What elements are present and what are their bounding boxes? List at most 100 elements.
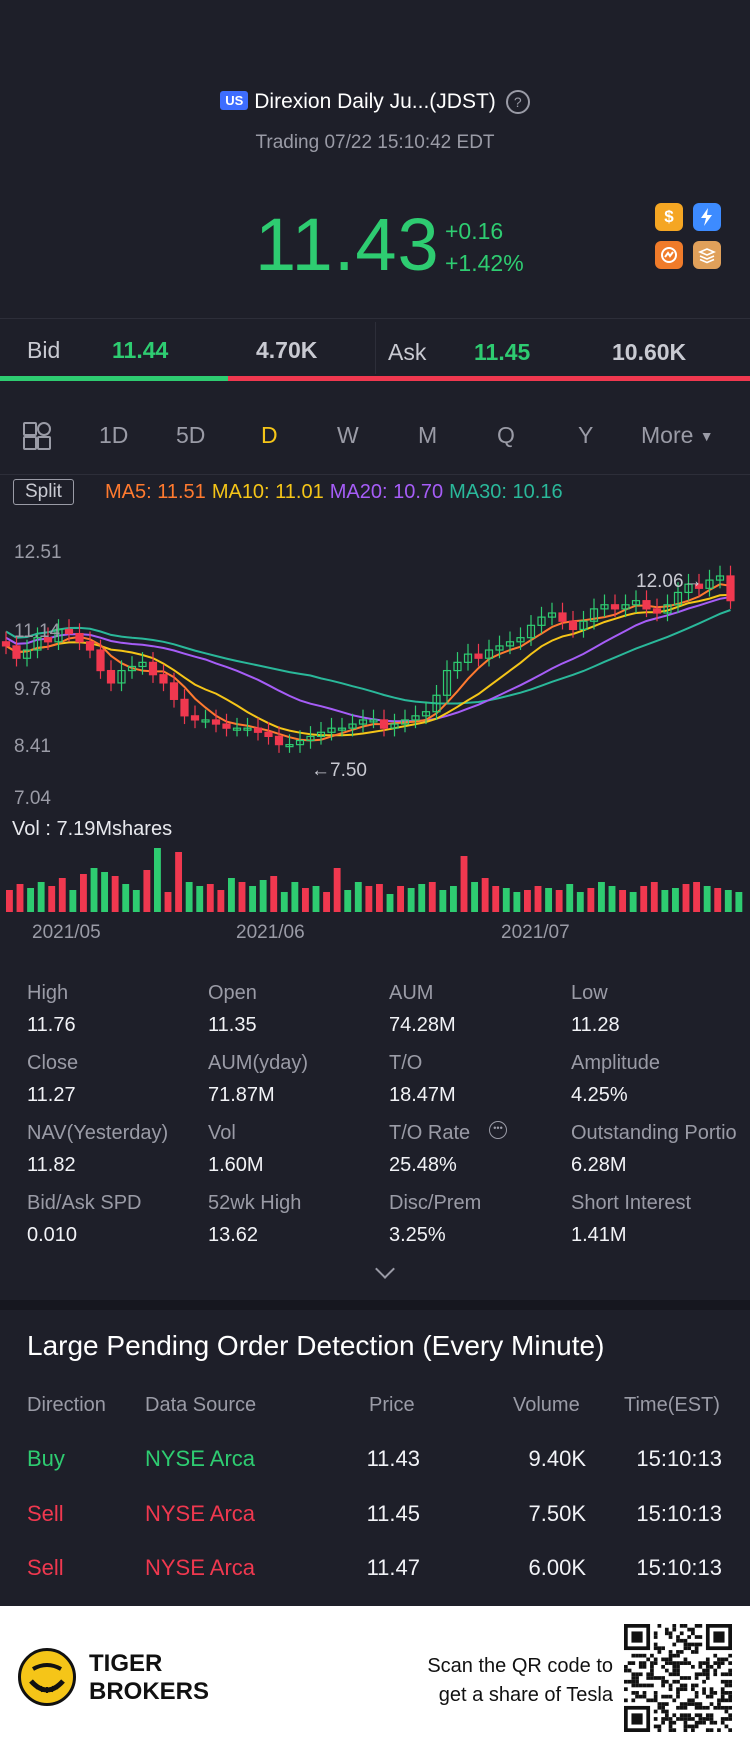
candlestick-chart[interactable] bbox=[0, 525, 750, 815]
qr-module bbox=[661, 1683, 665, 1688]
qr-module bbox=[694, 1646, 699, 1651]
order-price: 11.47 bbox=[366, 1555, 420, 1580]
qr-module bbox=[720, 1705, 725, 1710]
low-marker: ←7.50 bbox=[311, 760, 367, 781]
qr-module bbox=[657, 1624, 662, 1628]
volume-bar bbox=[185, 882, 193, 912]
qr-module bbox=[713, 1631, 725, 1643]
qr-module bbox=[717, 1705, 721, 1710]
volume-bar bbox=[48, 886, 56, 912]
stat-label: AUM bbox=[389, 982, 434, 1004]
qr-module bbox=[709, 1728, 714, 1732]
qr-module bbox=[661, 1679, 665, 1684]
volume-bar bbox=[608, 886, 616, 912]
qr-module bbox=[691, 1717, 695, 1721]
trading-status: Trading 07/22 15:10:42 EDT bbox=[255, 132, 495, 153]
qr-module bbox=[668, 1657, 673, 1662]
qr-module bbox=[694, 1705, 699, 1710]
ma20-value: MA20: 10.70 bbox=[329, 481, 444, 503]
stock-title[interactable]: Direxion Daily Ju...(JDST) bbox=[254, 90, 496, 113]
qr-module bbox=[664, 1679, 669, 1684]
volume-bar bbox=[502, 888, 510, 912]
help-icon[interactable]: ? bbox=[505, 90, 530, 114]
stat-value: 1.41M bbox=[571, 1224, 627, 1246]
qr-module bbox=[672, 1642, 677, 1647]
qr-module bbox=[694, 1702, 699, 1706]
candle-body bbox=[127, 665, 137, 672]
candle-body bbox=[505, 641, 515, 647]
candle-body bbox=[358, 719, 368, 725]
qr-module bbox=[676, 1664, 680, 1669]
ask-ratio-bar bbox=[228, 376, 750, 381]
divider bbox=[375, 322, 376, 374]
candle-body bbox=[600, 604, 609, 610]
volume-bar bbox=[524, 890, 531, 912]
lightning-icon[interactable] bbox=[693, 203, 721, 231]
ask-size: 10.60K bbox=[612, 339, 687, 365]
volume-chart[interactable] bbox=[0, 840, 750, 912]
tab-more[interactable]: More ▼ bbox=[641, 422, 714, 449]
qr-module bbox=[668, 1683, 673, 1688]
stat-value: 3.25% bbox=[389, 1224, 446, 1246]
info-icon[interactable]: ••• bbox=[489, 1121, 507, 1139]
qr-code-icon[interactable] bbox=[624, 1624, 732, 1732]
qr-module bbox=[676, 1679, 680, 1684]
qr-module bbox=[698, 1702, 703, 1706]
qr-module bbox=[724, 1705, 729, 1710]
candle-body bbox=[642, 600, 651, 610]
candle-body bbox=[537, 616, 546, 626]
volume-bar bbox=[302, 888, 309, 912]
tab-month[interactable]: M bbox=[418, 422, 438, 448]
tab-5d[interactable]: 5D bbox=[176, 422, 206, 448]
stat-value: 11.82 bbox=[27, 1154, 76, 1176]
stat-value: 11.27 bbox=[27, 1084, 76, 1106]
dollar-icon[interactable]: $ bbox=[655, 203, 683, 231]
qr-module bbox=[653, 1698, 658, 1703]
qr-module bbox=[683, 1728, 688, 1732]
stat-label: Bid/Ask SPD bbox=[27, 1192, 142, 1214]
volume-bar bbox=[534, 886, 542, 912]
candle-body bbox=[484, 649, 494, 659]
qr-module bbox=[728, 1698, 732, 1703]
qr-module bbox=[635, 1694, 639, 1699]
qr-module bbox=[638, 1661, 643, 1665]
qr-module bbox=[702, 1720, 706, 1725]
tiger-logo-icon bbox=[18, 1648, 76, 1706]
qr-module bbox=[635, 1676, 639, 1680]
volume-bar bbox=[323, 892, 331, 912]
candle-body bbox=[348, 723, 357, 729]
qr-module bbox=[668, 1635, 673, 1639]
qr-module bbox=[705, 1664, 710, 1669]
layout-grid-icon[interactable] bbox=[23, 422, 51, 450]
candle-body bbox=[96, 649, 105, 672]
ma-line bbox=[5, 609, 731, 705]
tab-year[interactable]: Y bbox=[578, 422, 594, 448]
split-button[interactable]: Split bbox=[13, 479, 74, 505]
qr-module bbox=[676, 1661, 680, 1665]
candle-body bbox=[22, 649, 32, 659]
qr-module bbox=[653, 1694, 658, 1699]
qr-module bbox=[687, 1713, 692, 1718]
qr-module bbox=[728, 1668, 732, 1673]
qr-module bbox=[705, 1717, 710, 1721]
qr-module bbox=[676, 1687, 680, 1692]
qr-module bbox=[664, 1709, 669, 1714]
candle-body bbox=[558, 612, 567, 622]
stack-icon[interactable] bbox=[693, 241, 721, 269]
chevron-down-icon[interactable] bbox=[375, 1259, 395, 1279]
candle-body bbox=[568, 620, 578, 631]
qr-module bbox=[683, 1724, 688, 1729]
ask-price: 11.45 bbox=[474, 339, 531, 365]
tab-quarter[interactable]: Q bbox=[497, 422, 515, 448]
tab-1d[interactable]: 1D bbox=[99, 422, 129, 448]
stat-label: Disc/Prem bbox=[389, 1192, 482, 1214]
qr-module bbox=[709, 1713, 714, 1718]
candle-body bbox=[211, 719, 221, 725]
volume-bar bbox=[164, 892, 172, 912]
col-header-source: Data Source bbox=[145, 1394, 257, 1416]
qr-module bbox=[702, 1679, 706, 1684]
candle-body bbox=[201, 719, 210, 723]
tab-week[interactable]: W bbox=[337, 422, 359, 448]
tab-day[interactable]: D bbox=[261, 422, 278, 448]
options-icon[interactable] bbox=[655, 241, 683, 269]
